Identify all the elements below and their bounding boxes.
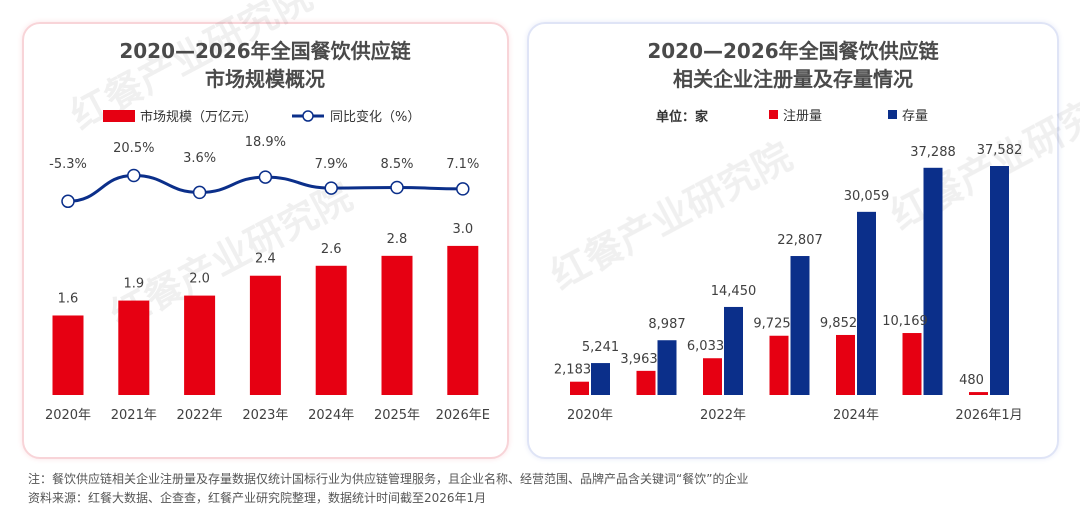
yoy-point: [456, 182, 470, 196]
registered-bar: [636, 370, 656, 395]
registered-label: 9,852: [820, 316, 857, 331]
x-tick-label: 2023年: [242, 408, 288, 423]
stock-label: 14,450: [711, 284, 757, 299]
stock-label: 37,288: [910, 145, 956, 160]
legend-market-size: 市场规模（万亿元）: [140, 109, 257, 125]
registered-label: 480: [959, 373, 984, 388]
stock-bar: [657, 340, 677, 395]
legend-swatch-stock: [888, 110, 897, 119]
yoy-label: 7.1%: [446, 157, 479, 172]
registered-label: 3,963: [620, 352, 657, 367]
yoy-label: 8.5%: [380, 157, 413, 172]
unit-label: 单位：家: [656, 109, 709, 125]
stock-label: 8,987: [648, 317, 685, 332]
registered-label: 6,033: [687, 339, 724, 354]
registered-bar: [836, 334, 855, 395]
legend-swatch-market-size: [103, 110, 135, 122]
x-tick-label: 2020年: [45, 408, 91, 423]
stock-bar: [990, 166, 1009, 395]
market-size-label: 2.8: [387, 232, 408, 247]
stock-label: 37,582: [977, 143, 1023, 158]
market-size-panel: [22, 22, 509, 459]
x-tick-label: 2022年: [177, 408, 223, 423]
yoy-point: [258, 170, 273, 184]
watermark-text: 红餐产业研究院: [544, 134, 800, 298]
market-size-bar: [381, 255, 413, 395]
market-size-bar: [447, 245, 479, 395]
x-tick-label: 2022年: [700, 408, 746, 423]
x-tick-label: 2024年: [833, 408, 879, 423]
right-chart-title-line2: 相关企业注册量及存量情况: [673, 67, 913, 91]
registered-label: 9,725: [753, 317, 790, 332]
registered-label: 2,183: [554, 363, 591, 378]
stock-bar: [724, 306, 743, 395]
right-chart-title-line1: 2020—2026年全国餐饮供应链: [647, 39, 939, 63]
enterprise-count-panel: [527, 22, 1059, 459]
yoy-label: 18.9%: [245, 135, 286, 150]
market-size-label: 2.0: [189, 272, 210, 287]
yoy-point: [324, 181, 338, 195]
yoy-label: 3.6%: [183, 151, 216, 166]
registered-bar: [570, 381, 589, 395]
stock-bar: [857, 211, 876, 395]
stock-bar: [591, 363, 610, 395]
stock-bar: [790, 256, 810, 395]
registered-bar: [902, 333, 922, 395]
legend-yoy: 同比变化（%）: [330, 109, 420, 125]
registered-label: 10,169: [882, 314, 928, 329]
yoy-label: -5.3%: [49, 157, 87, 172]
legend-swatch-registered: [769, 110, 778, 119]
market-size-label: 2.6: [321, 242, 342, 257]
x-tick-label: 2021年: [111, 408, 157, 423]
x-tick-label: 2025年: [374, 408, 420, 423]
yoy-point: [192, 185, 207, 200]
x-tick-label: 2026年E: [436, 408, 490, 423]
stock-bar: [923, 167, 943, 395]
x-tick-label: 2020年: [567, 408, 613, 423]
legend-marker-yoy: [302, 110, 314, 122]
market-size-bar: [118, 300, 150, 395]
registered-bar: [969, 392, 988, 395]
market-size-bar: [184, 295, 216, 395]
legend-registered: 注册量: [783, 109, 822, 124]
legend-stock: 存量: [902, 109, 928, 124]
market-size-bar: [52, 315, 84, 395]
yoy-label: 7.9%: [315, 157, 348, 172]
left-chart-title-line2: 市场规模概况: [205, 67, 325, 91]
market-size-label: 1.9: [123, 277, 144, 292]
market-size-bar: [249, 275, 281, 395]
yoy-point: [127, 168, 141, 183]
x-tick-label: 2024年: [308, 408, 354, 423]
market-size-label: 3.0: [452, 222, 473, 237]
yoy-point: [61, 194, 75, 209]
registered-bar: [769, 335, 789, 395]
yoy-label: 20.5%: [113, 141, 154, 156]
x-tick-label: 2026年1月: [955, 408, 1022, 423]
footnote-source: 资料来源：红餐大数据、企查查，红餐产业研究院整理，数据统计时间截至2026年1月: [28, 491, 487, 505]
footnote-note: 注：餐饮供应链相关企业注册量及存量数据仅统计国标行业为供应链管理服务，且企业名称…: [28, 472, 749, 486]
stock-label: 5,241: [582, 340, 619, 355]
market-size-bar: [315, 265, 347, 395]
yoy-point: [390, 180, 404, 195]
market-size-label: 1.6: [58, 291, 79, 306]
registered-bar: [703, 358, 722, 395]
left-chart-title-line1: 2020—2026年全国餐饮供应链: [119, 39, 411, 63]
stock-label: 30,059: [844, 189, 890, 204]
market-size-label: 2.4: [255, 252, 276, 267]
stock-label: 22,807: [777, 233, 823, 248]
